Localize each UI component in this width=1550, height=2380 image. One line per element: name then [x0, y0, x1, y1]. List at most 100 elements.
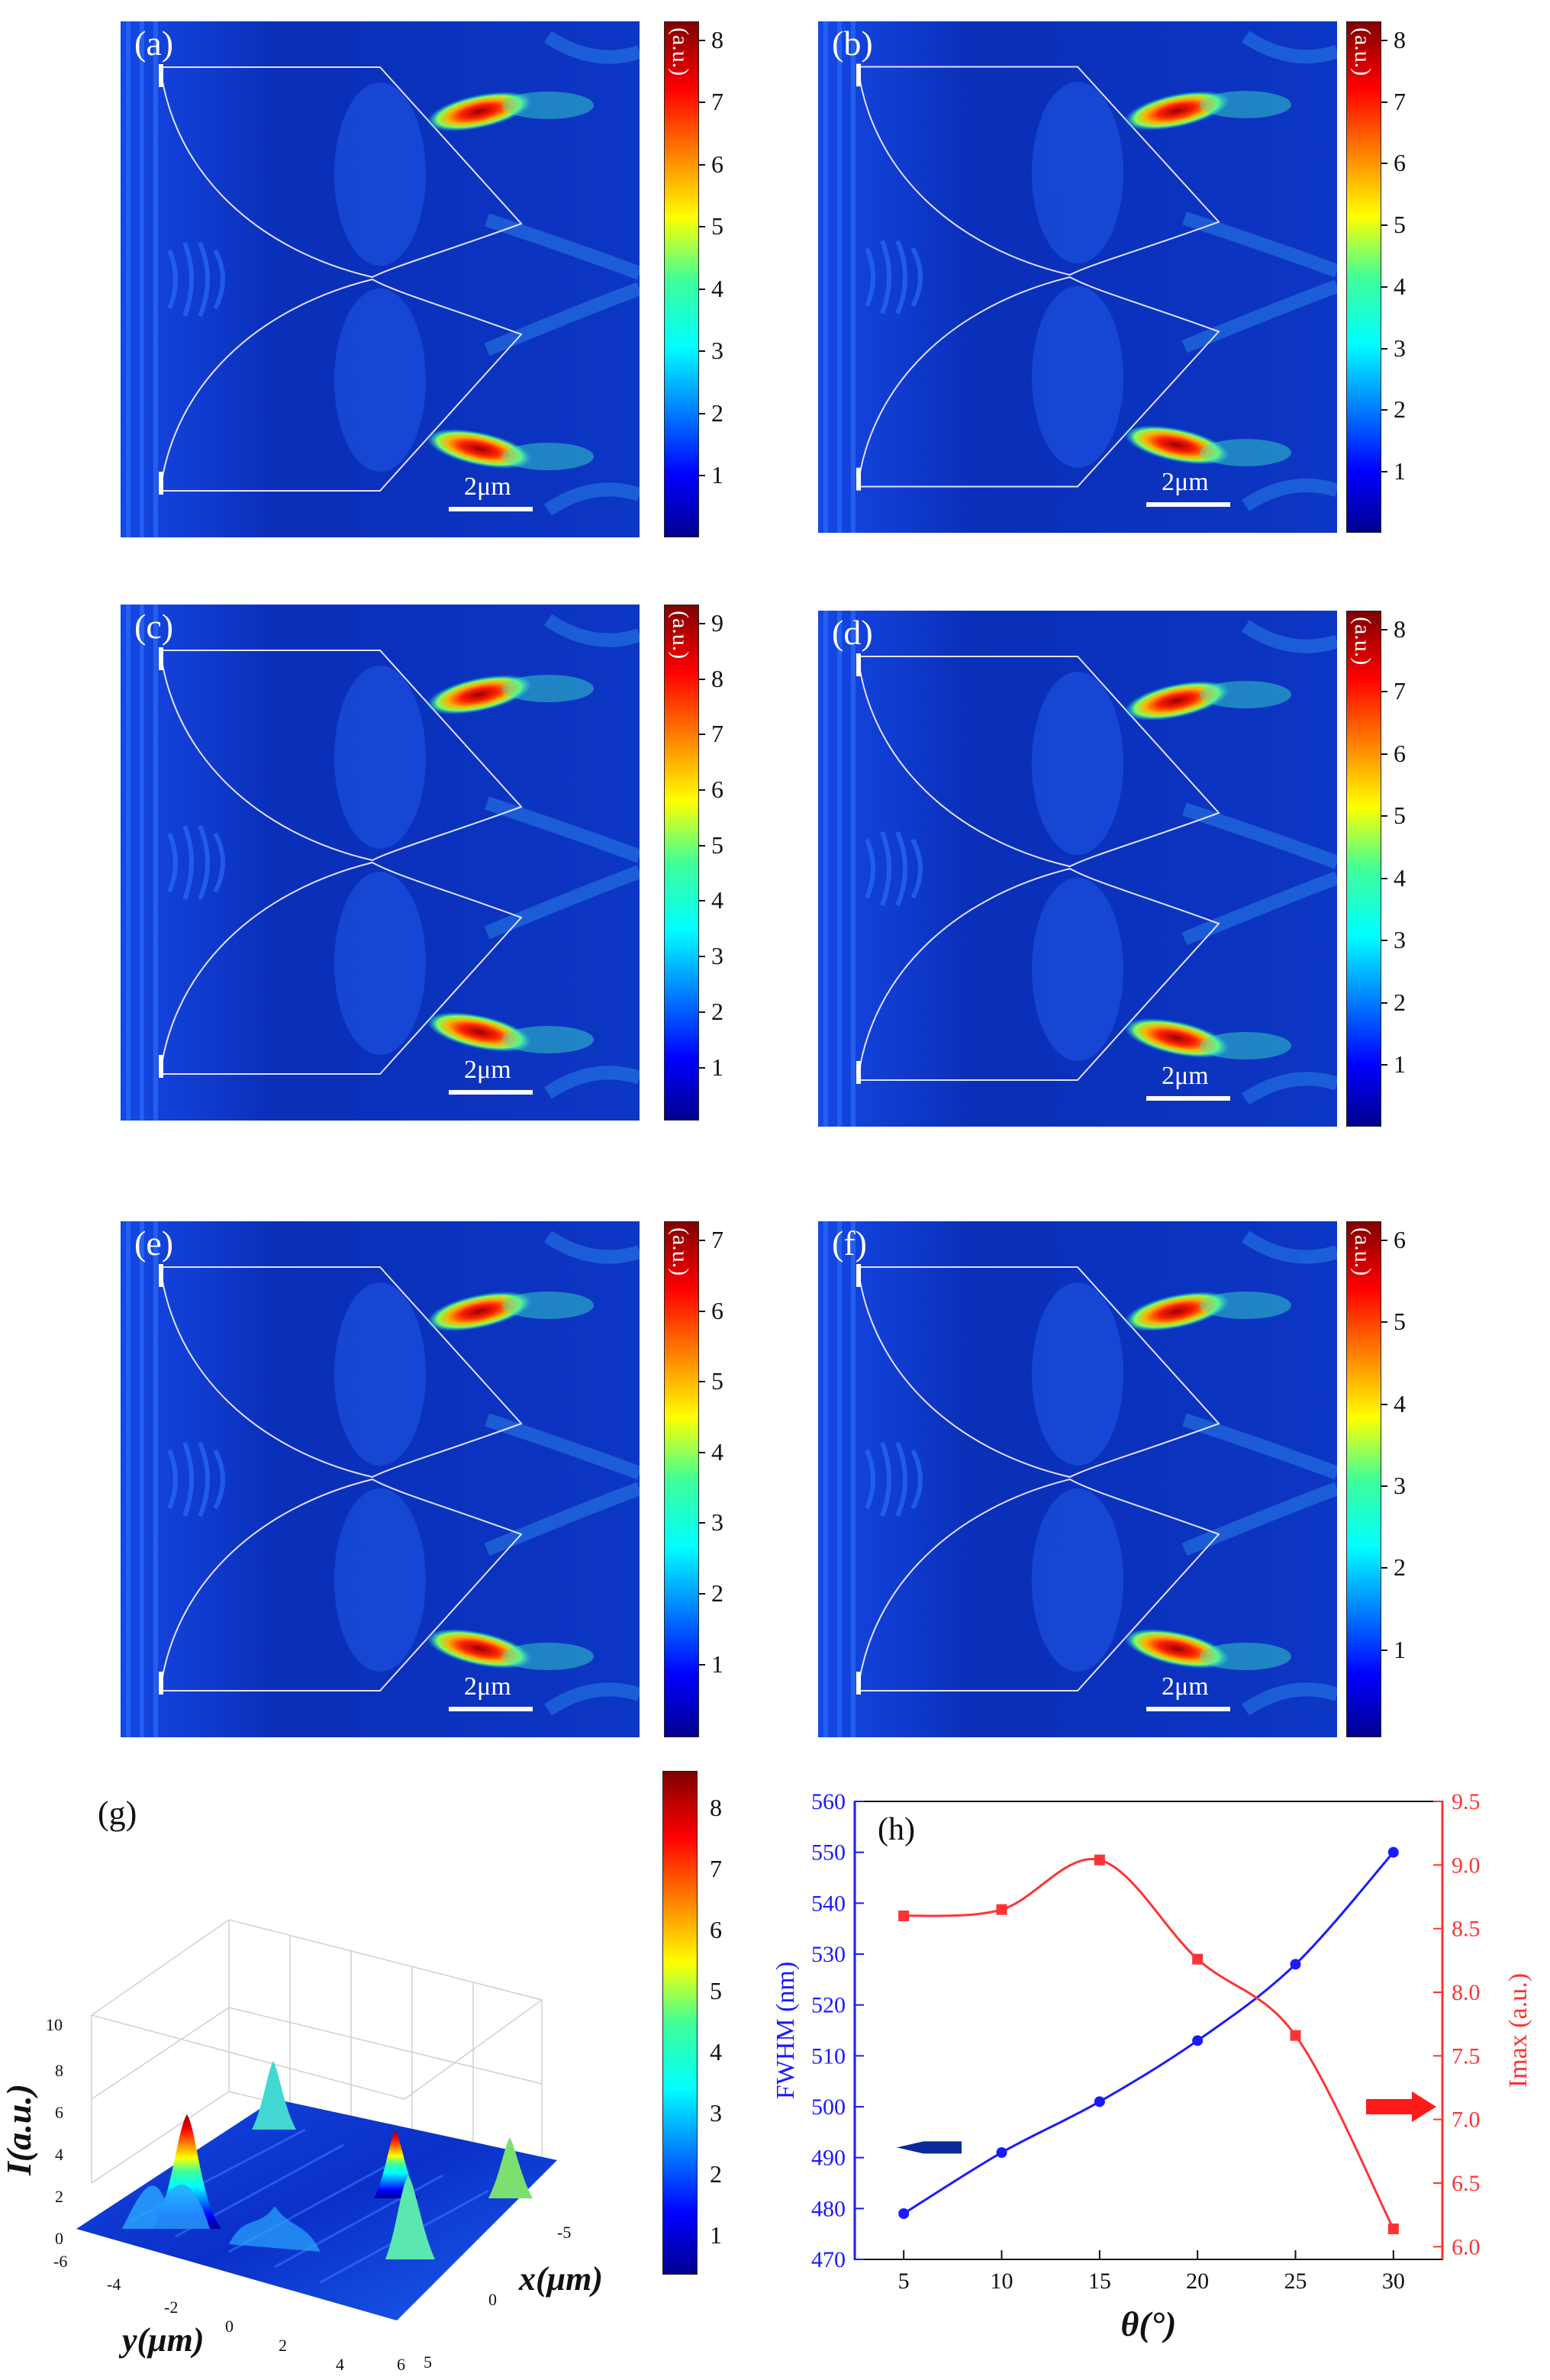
colorbar-tickmark	[699, 350, 705, 353]
y-tick: 6	[397, 2355, 405, 2374]
colorbar-tick: 1	[711, 461, 723, 489]
scale-bar-label: 2μm	[1162, 468, 1209, 496]
panel-g-colorbar-tick: 6	[710, 1916, 722, 1943]
panel-g-peak-right	[488, 2137, 533, 2198]
series-line-fwhm	[903, 1851, 1394, 2215]
colorbar-tickmark	[1381, 1064, 1387, 1066]
colorbar-tickmark	[699, 1451, 705, 1453]
colorbar-tickmark	[699, 789, 705, 792]
colorbar-tick: 6	[1394, 1226, 1406, 1253]
y-right-tick-label: 7.5	[1452, 2043, 1481, 2069]
colorbar-tickmark	[1381, 409, 1387, 411]
colorbar-tickmark	[699, 900, 705, 902]
y-left-tick-label: 530	[811, 1942, 846, 1967]
plot-frame	[854, 1801, 1443, 2260]
colorbar	[664, 1221, 699, 1737]
panel-h: 5 10 15 20 25 30 470 480 490 500 510 520 530 540 550 56…	[733, 1771, 1550, 2376]
colorbar-tickmark	[699, 1310, 705, 1312]
y-left-tick-label: 510	[811, 2043, 846, 2069]
colorbar-tick: 7	[711, 720, 723, 748]
z-tick: 6	[55, 2103, 63, 2122]
y-right-tick-label: 8.0	[1452, 1980, 1481, 2005]
colorbar-tickmark	[699, 226, 705, 228]
panel-label: (d)	[832, 613, 873, 652]
data-point-imax	[996, 1904, 1007, 1915]
x-tick-label: 15	[1088, 2269, 1111, 2294]
colorbar-tickmark	[699, 1522, 705, 1524]
colorbar-tickmark	[699, 163, 705, 166]
colorbar-tick: 8	[711, 26, 723, 53]
colorbar-tick: 7	[1394, 677, 1406, 705]
colorbar-tick: 2	[711, 997, 723, 1025]
panel-a-field-map	[121, 21, 640, 537]
colorbar-tick: 7	[711, 1226, 723, 1253]
y-left-tick-label: 560	[811, 1789, 846, 1814]
panel-e-field-map	[121, 1221, 640, 1737]
colorbar-tickmark	[1381, 940, 1387, 942]
data-point-imax	[1094, 1854, 1105, 1866]
panel-label: (a)	[134, 24, 174, 63]
panel-g-ylabel: y(μm)	[118, 2321, 205, 2359]
panel-g-peak-back	[252, 2061, 296, 2130]
colorbar-unit: (a.u.)	[668, 611, 693, 659]
colorbar-tickmark	[1381, 1485, 1387, 1487]
colorbar-tickmark	[1381, 1321, 1387, 1324]
colorbar	[1346, 1221, 1381, 1737]
colorbar-tick: 1	[711, 1650, 723, 1678]
colorbar-tickmark	[1381, 877, 1387, 879]
colorbar-tick: 4	[711, 886, 723, 914]
colorbar-tickmark	[1381, 1403, 1387, 1405]
colorbar-tick: 3	[711, 942, 723, 970]
colorbar-tickmark	[699, 40, 705, 41]
y-right-axis-title: Imax (a.u.)	[1504, 1973, 1532, 2088]
colorbar-tickmark	[1381, 629, 1387, 630]
colorbar-tick: 6	[1394, 739, 1406, 767]
y-left-tick-label: 470	[811, 2247, 846, 2272]
colorbar-tick: 2	[1394, 988, 1406, 1016]
colorbar-tickmark	[699, 623, 705, 624]
colorbar-unit: (a.u.)	[668, 27, 693, 76]
panel-g-peak-front	[385, 2175, 435, 2259]
y-right-tick-label: 9.0	[1452, 1853, 1481, 1878]
colorbar-tick: 1	[1394, 457, 1406, 485]
colorbar-tickmark	[699, 844, 705, 847]
panel-g-zlabel: I(a.u.)	[0, 2084, 38, 2176]
colorbar-tickmark	[1381, 101, 1387, 103]
left-axis-arrow	[897, 2141, 962, 2154]
colorbar-tick: 3	[1394, 334, 1406, 362]
colorbar-tickmark	[1381, 471, 1387, 473]
colorbar-tickmark	[1381, 691, 1387, 693]
y-right-tick-label: 7.0	[1452, 2107, 1481, 2133]
colorbar-unit: (a.u.)	[668, 1227, 693, 1276]
colorbar-tickmark	[699, 288, 705, 290]
colorbar-tickmark	[699, 475, 705, 477]
data-point-imax	[1192, 1953, 1204, 1965]
scale-bar	[1146, 502, 1230, 507]
colorbar-tick: 6	[711, 776, 723, 804]
colorbar-unit: (a.u.)	[1350, 1227, 1375, 1276]
colorbar-tickmark	[699, 1240, 705, 1241]
y-left-tick-label: 520	[811, 1993, 846, 2018]
z-tick: 8	[55, 2061, 63, 2080]
panel-f-field-map	[818, 1221, 1337, 1737]
data-point-fwhm	[1094, 2096, 1105, 2107]
panel-g-surface-plot: (g) 10 8 6 4 2 0 -6 -4 -2 0 2 4 6 -5 0 5…	[0, 1795, 603, 2374]
y-right-tick-label: 6.5	[1452, 2171, 1481, 2196]
colorbar-tickmark	[699, 1011, 705, 1013]
colorbar-tickmark	[699, 1381, 705, 1383]
y-tick: 0	[225, 2317, 234, 2336]
data-point-fwhm	[1387, 1846, 1399, 1858]
colorbar-tick: 2	[1394, 1553, 1406, 1582]
colorbar-tick: 5	[1394, 211, 1406, 239]
colorbar-tick: 3	[711, 337, 723, 365]
x-tick-label: 30	[1382, 2269, 1405, 2294]
colorbar-tick: 3	[711, 1508, 723, 1537]
colorbar-tickmark	[699, 1593, 705, 1595]
colorbar-tickmark	[699, 678, 705, 680]
colorbar-tick: 1	[1394, 1050, 1406, 1079]
colorbar-tick: 4	[1394, 863, 1406, 892]
panel-c-field-map	[121, 605, 640, 1121]
y-right-tick-label: 8.5	[1452, 1917, 1481, 1942]
y-left-tick-label: 550	[811, 1840, 846, 1866]
scale-bar-label: 2μm	[1162, 1672, 1209, 1701]
